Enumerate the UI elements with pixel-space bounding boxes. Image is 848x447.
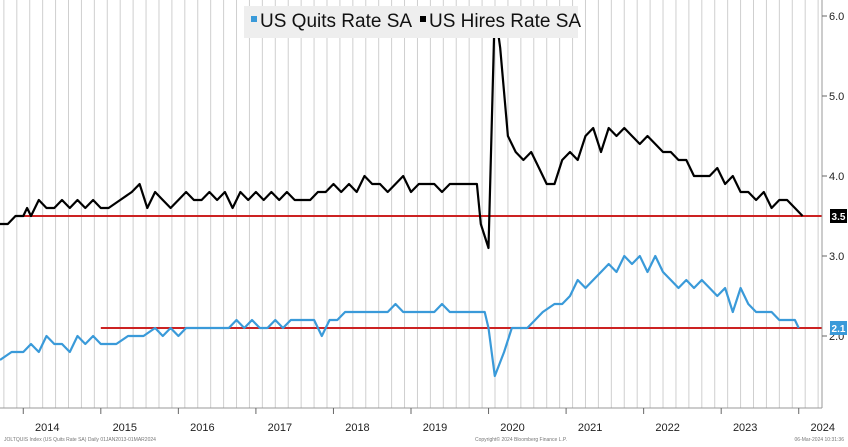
footer-right: 06-Mar-2024 10:31:36	[795, 437, 845, 443]
x-tick-label: 2024	[810, 422, 834, 434]
x-axis-ticks: 2014 2015 2016 2017 2018 2019 2020 2021 2022 2023…	[0, 407, 835, 434]
x-tick-label: 2014	[35, 422, 59, 434]
value-badge	[830, 321, 847, 335]
x-tick-label: 2015	[113, 422, 137, 434]
legend: US Quits Rate SA US Hires Rate SA	[244, 6, 581, 38]
value-badge-label: 3.5	[832, 212, 846, 223]
footer-left: JOLTQUIS Index (US Quits Rate SA) Daily …	[4, 437, 156, 443]
gridlines	[3, 0, 819, 408]
legend-swatch-quits	[251, 16, 257, 22]
series-line	[0, 254, 800, 378]
value-badge	[830, 209, 847, 223]
x-tick-label: 2022	[655, 422, 679, 434]
series-line	[0, 6, 804, 250]
x-tick-label: 2017	[268, 422, 292, 434]
y-tick-label: 6.0	[829, 11, 844, 23]
x-tick-label: 2023	[733, 422, 757, 434]
x-tick-label: 2020	[500, 422, 524, 434]
value-badges: 3.5 2.1	[830, 209, 847, 335]
legend-label-quits: US Quits Rate SA	[260, 11, 412, 32]
footer: JOLTQUIS Index (US Quits Rate SA) Daily …	[4, 436, 844, 443]
legend-label-hires: US Hires Rate SA	[429, 11, 581, 32]
value-badge-label: 2.1	[832, 324, 846, 335]
y-tick-label: 3.0	[829, 251, 844, 263]
x-tick-label: 2021	[578, 422, 602, 434]
legend-swatch-hires	[420, 16, 426, 22]
y-tick-label: 4.0	[829, 171, 844, 183]
footer-center: Copyright© 2024 Bloomberg Finance L.P.	[475, 436, 567, 443]
x-tick-label: 2016	[190, 422, 214, 434]
y-axis-ticks: 2.03.04.05.06.0	[822, 11, 844, 343]
y-tick-label: 5.0	[829, 91, 844, 103]
series-lines	[0, 6, 804, 378]
x-tick-label: 2019	[423, 422, 447, 434]
legend-background	[244, 6, 578, 38]
x-tick-label: 2018	[345, 422, 369, 434]
